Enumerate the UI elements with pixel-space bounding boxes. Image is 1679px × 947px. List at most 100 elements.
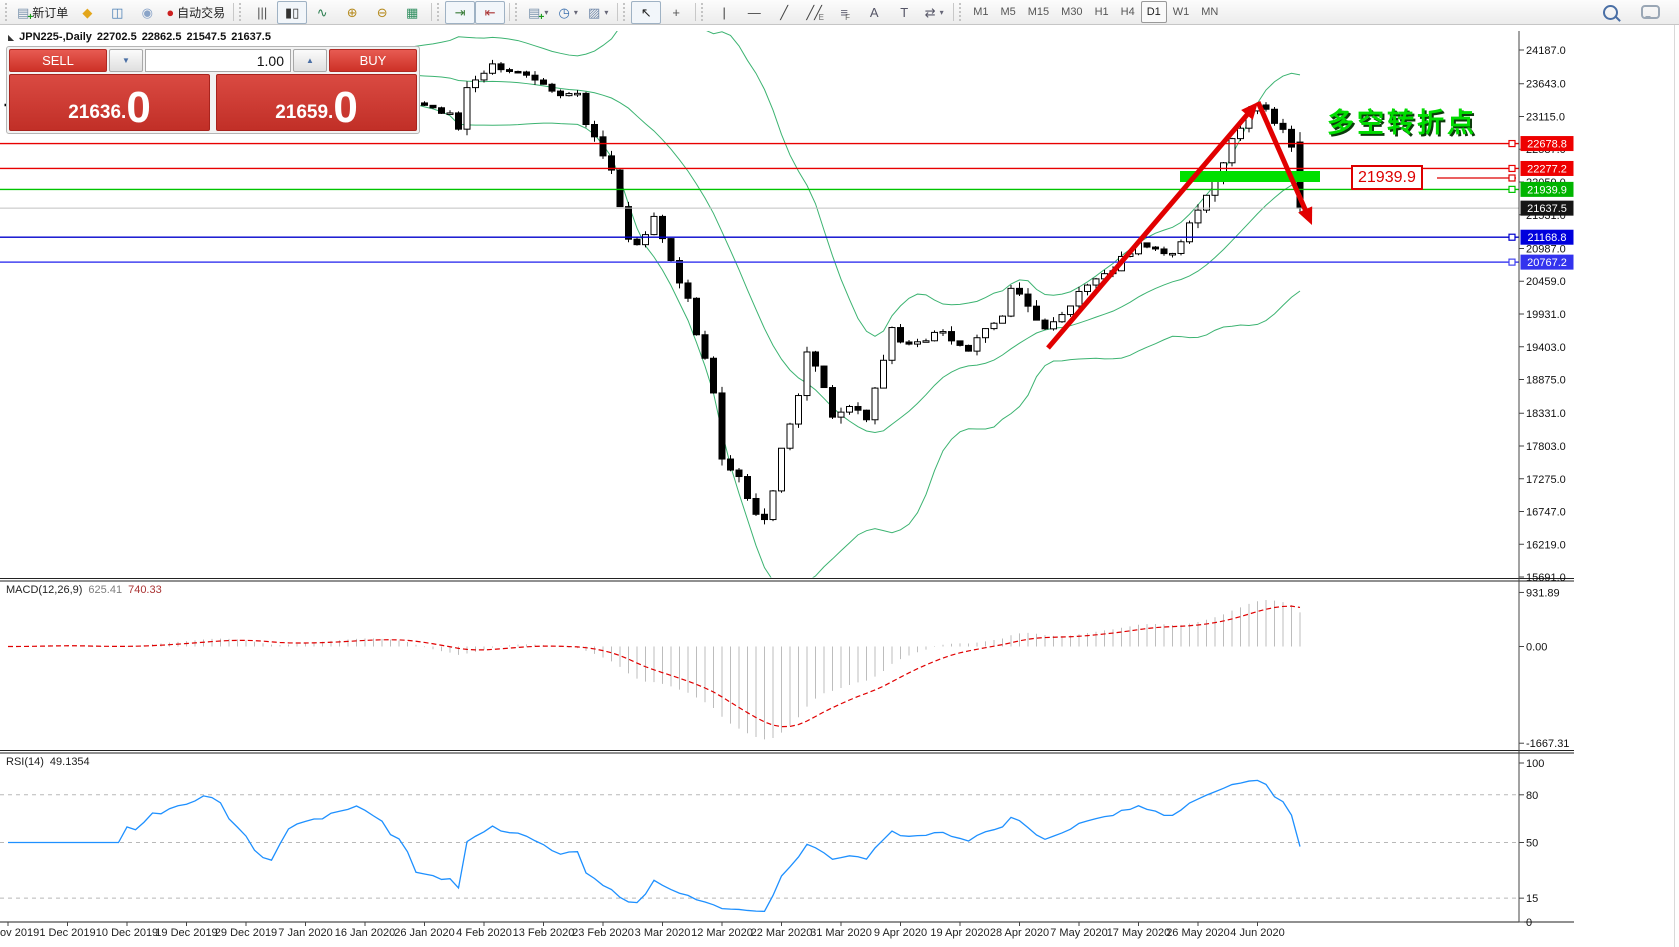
macd-value: 625.41	[88, 584, 123, 596]
cursor-button[interactable]: ↖	[631, 0, 662, 24]
timeframe-button-w1[interactable]: W1	[1172, 6, 1190, 18]
new-order-icon: ▤ +	[17, 4, 34, 23]
svg-text:17803.0: 17803.0	[1526, 441, 1566, 453]
svg-text:931.89: 931.89	[1526, 587, 1560, 599]
volume-decrease-button[interactable]: ▼	[109, 49, 143, 72]
symbol-arrow-icon: ◣	[8, 32, 15, 42]
svg-text:15: 15	[1526, 893, 1538, 905]
market-watch-button[interactable]: ◆	[72, 1, 102, 24]
rsi-line	[8, 779, 1301, 913]
autotrading-button-label: 自动交易	[177, 5, 226, 20]
svg-text:80: 80	[1526, 790, 1538, 802]
price-axis[interactable]: 24187.023643.023115.022587.022059.021531…	[1519, 45, 1574, 584]
toolbar-group-handle[interactable]	[701, 3, 706, 21]
toolbar-group-handle[interactable]	[623, 3, 628, 21]
text-button[interactable]: A	[859, 1, 889, 24]
toolbar-group-handle[interactable]	[239, 3, 244, 21]
svg-text:7 Jan 2020: 7 Jan 2020	[278, 927, 332, 939]
toolbar-group-handle[interactable]	[515, 3, 520, 21]
zoom-in-button[interactable]: ⊕	[337, 1, 367, 24]
arrows-icon: ⇄	[924, 4, 936, 20]
search-button[interactable]	[1595, 1, 1625, 24]
svg-text:16219.0: 16219.0	[1526, 539, 1566, 551]
turning-point-annotation: 多空转折点	[1327, 108, 1477, 138]
trend-arrowhead	[1298, 206, 1313, 225]
plus-badge-icon: +	[27, 11, 34, 23]
horizontal-line-icon: —	[747, 4, 761, 20]
toolbar-separator	[233, 3, 235, 21]
sell-button[interactable]: SELL	[9, 49, 107, 72]
timeframe-button-h1[interactable]: H1	[1094, 6, 1109, 18]
macd-signal-line	[7, 605, 1301, 728]
autotrading-button[interactable]: ● 自动交易	[162, 1, 229, 24]
toolbar-group-handle[interactable]	[437, 3, 442, 21]
vertical-line-button[interactable]: |	[709, 1, 739, 24]
tile-windows-button[interactable]: ▦	[397, 1, 427, 24]
svg-text:19403.0: 19403.0	[1526, 342, 1566, 354]
timeframe-button-m1[interactable]: M1	[973, 6, 989, 18]
svg-text:22 Mar 2020: 22 Mar 2020	[751, 927, 813, 939]
clock-icon: ◷	[558, 4, 570, 20]
template-button[interactable]: ▨ ▾	[583, 1, 613, 24]
svg-text:0.00: 0.00	[1526, 642, 1547, 654]
toolbar-separator	[617, 3, 619, 21]
macd-pane	[7, 600, 1301, 740]
timeframe-button-m15[interactable]: M15	[1027, 6, 1050, 18]
svg-text:16747.0: 16747.0	[1526, 507, 1566, 519]
new-order-button-label: 新订单	[32, 5, 69, 20]
chart-shift-button[interactable]: ⇤	[475, 0, 506, 24]
buy-price-main: 21659	[275, 102, 329, 123]
line-chart-button[interactable]: ∿	[307, 1, 337, 24]
timeframe-button-mn[interactable]: MN	[1201, 6, 1219, 18]
main-toolbar: ▤ + 新订单 ◆ ◫ ◉ ● 自动交易 ||| ▮▯ ∿ ⊕ ⊖ ▦ ⇥ ⇤ ▤ + ▾ ◷ ▾ ▨ ▾ ↖ + | — ╱ ╱╱ E ≡…	[0, 0, 1679, 25]
period-button[interactable]: ◷ ▾	[553, 1, 583, 24]
horizontal-line-button[interactable]: —	[739, 1, 769, 24]
rsi-indicator-label: RSI(14) 49.1354	[6, 756, 90, 768]
ohlc-close: 21637.5	[231, 31, 271, 43]
sell-price-display[interactable]: 21636. 0	[9, 74, 210, 131]
fibonacci-button[interactable]: ≡ F	[829, 1, 859, 24]
new-chart-button[interactable]: ▤ + ▾	[523, 1, 553, 24]
data-window-button[interactable]: ◫	[102, 1, 132, 24]
chart-shift-icon: ⇤	[484, 4, 496, 20]
bar-chart-button[interactable]: |||	[247, 1, 277, 24]
candlestick-icon: ▮▯	[285, 4, 300, 20]
volume-increase-button[interactable]: ▲	[293, 49, 327, 72]
text-label-icon: T	[900, 4, 909, 20]
svg-text:21637.5: 21637.5	[1527, 203, 1567, 215]
trendline-button[interactable]: ╱	[769, 1, 799, 24]
trendline-icon: ╱	[780, 4, 789, 20]
new-order-button[interactable]: ▤ + 新订单	[13, 1, 72, 24]
timeframe-button-m30[interactable]: M30	[1061, 6, 1083, 18]
timeframe-button-m5[interactable]: M5	[1000, 6, 1016, 18]
toolbar-group-handle[interactable]	[5, 3, 10, 21]
candlestick-button[interactable]: ▮▯	[277, 0, 308, 24]
community-button[interactable]	[1635, 1, 1665, 24]
svg-text:19 Apr 2020: 19 Apr 2020	[930, 927, 989, 939]
volume-input[interactable]: 1.00	[145, 49, 291, 72]
timeframe-button-d1[interactable]: D1	[1140, 1, 1167, 23]
timeframe-button-h4[interactable]: H4	[1120, 6, 1135, 18]
buy-price-display[interactable]: 21659. 0	[216, 74, 417, 131]
zoom-out-button[interactable]: ⊖	[367, 1, 397, 24]
arrows-button[interactable]: ⇄ ▾	[919, 1, 949, 24]
text-label-button[interactable]: T	[889, 1, 919, 24]
chevron-down-icon: ▾	[573, 7, 578, 17]
buy-button[interactable]: BUY	[329, 49, 417, 72]
svg-text:-1667.31: -1667.31	[1526, 738, 1569, 750]
broadcast-icon: ◉	[141, 4, 153, 20]
chart-canvas[interactable]: 24187.023643.023115.022587.022059.021531…	[0, 24, 1679, 947]
ohlc-high: 22862.5	[141, 31, 182, 43]
chevron-down-icon: ▾	[604, 7, 609, 17]
bollinger-lower	[7, 98, 1301, 578]
svg-text:29 Dec 2019: 29 Dec 2019	[215, 927, 277, 939]
price-level-tag[interactable]: 21939.9	[1351, 165, 1423, 190]
main-chart-pane	[4, 31, 1304, 578]
crosshair-button[interactable]: +	[661, 1, 691, 24]
auto-scroll-button[interactable]: ⇥	[445, 0, 476, 24]
window-edge-divider	[1674, 25, 1675, 947]
channel-button[interactable]: ╱╱ E	[799, 1, 829, 24]
publisher-button[interactable]: ◉	[132, 1, 162, 24]
